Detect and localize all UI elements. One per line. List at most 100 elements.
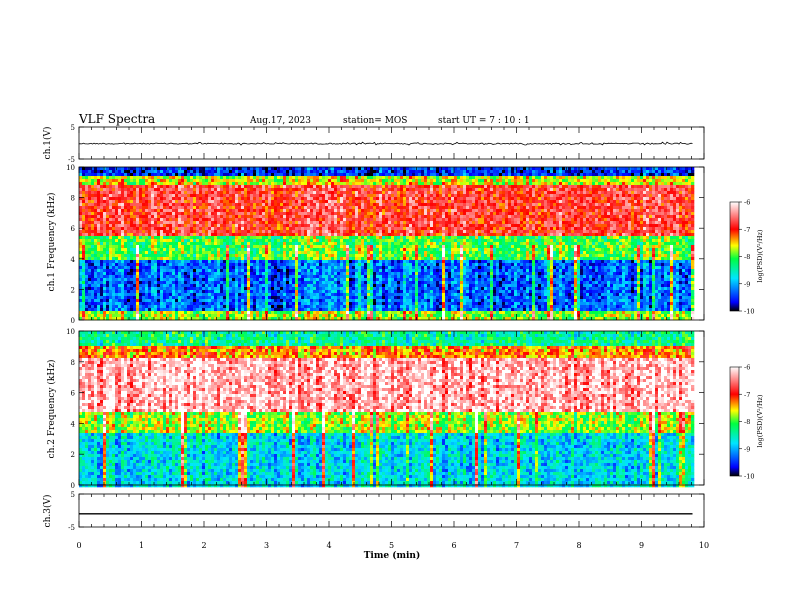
spectrogram-cell [259,266,263,270]
spectrogram-cell [274,290,278,294]
spectrogram-cell [88,254,92,258]
spectrogram-cell [139,230,143,234]
spectrogram-cell [340,239,344,243]
spectrogram-cell [202,257,206,261]
spectrogram-cell [148,257,152,261]
spectrogram-cell [331,233,335,237]
spectrogram-cell [178,275,182,279]
spectrogram-cell [208,272,212,276]
spectrogram-cell [355,197,359,201]
spectrogram-cell [208,197,212,201]
spectrogram-cell [223,167,227,171]
spectrogram-cell [124,227,128,231]
spectrogram-cell [145,185,149,189]
spectrogram-cell [91,293,95,297]
spectrogram-cell [277,269,281,273]
spectrogram-cell [217,245,221,249]
spectrogram-cell [181,236,185,240]
spectrogram-cell [346,233,350,237]
spectrogram-cell [133,317,137,321]
spectrogram-cell [316,212,320,216]
spectrogram-cell [316,278,320,282]
spectrogram-cell [280,317,284,321]
spectrogram-cell [199,194,203,198]
spectrogram-cell [364,176,368,180]
spectrogram-cell [136,242,140,246]
spectrogram-cell [364,212,368,216]
spectrogram-cell [187,194,191,198]
spectrogram-cell [151,269,155,273]
spectrogram-cell [112,302,116,306]
spectrogram-cell [265,311,269,315]
spectrogram-cell [292,293,296,297]
spectrogram-cell [208,311,212,315]
spectrogram-cell [211,173,215,177]
spectrogram-cell [148,314,152,318]
spectrogram-cell [199,227,203,231]
spectrogram-cell [346,257,350,261]
spectrogram-cell [253,188,257,192]
spectrogram-cell [310,185,314,189]
spectrogram-cell [100,236,104,240]
spectrogram-cell [199,263,203,267]
spectrogram-cell [271,293,275,297]
spectrogram-cell [163,302,167,306]
spectrogram-cell [286,239,290,243]
spectrogram-cell [169,269,173,273]
spectrogram-cell [292,290,296,294]
spectrogram-cell [181,263,185,267]
spectrogram-cell [208,239,212,243]
spectrogram-cell [238,248,242,252]
spectrogram-cell [103,275,107,279]
spectrogram-cell [244,251,248,255]
spectrogram-cell [343,197,347,201]
spectrogram-cell [250,212,254,216]
spectrogram-cell [328,167,332,171]
spectrogram-cell [145,200,149,204]
spectrogram-cell [124,269,128,273]
spectrogram-cell [262,242,266,246]
spectrogram-cell [115,170,119,174]
spectrogram-cell [88,215,92,219]
spectrogram-cell [346,203,350,207]
spectrogram-cell [199,305,203,309]
spectrogram-cell [286,272,290,276]
spectrogram-cell [124,170,128,174]
spectrogram-cell [232,200,236,204]
spectrogram-cell [220,314,224,318]
spectrogram-cell [130,185,134,189]
spectrogram-cell [277,311,281,315]
spectrogram-cell [244,173,248,177]
spectrogram-cell [190,182,194,186]
spectrogram-cell [172,257,176,261]
spectrogram-cell [250,266,254,270]
spectrogram-cell [262,314,266,318]
spectrogram-cell [217,215,221,219]
spectrogram-cell [124,194,128,198]
spectrogram-cell [151,308,155,312]
spectrogram-cell [256,176,260,180]
spectrogram-cell [85,242,89,246]
spectrogram-cell [265,302,269,306]
spectrogram-cell [268,284,272,288]
spectrogram-cell [175,167,179,171]
spectrogram-cell [283,308,287,312]
spectrogram-cell [346,299,350,303]
spectrogram-cell [235,167,239,171]
spectrogram-cell [355,239,359,243]
spectrogram-cell [289,308,293,312]
spectrogram-cell [121,236,125,240]
spectrogram-cell [223,179,227,183]
spectrogram-cell [268,200,272,204]
spectrogram-cell [133,203,137,207]
spectrogram-cell [316,233,320,237]
spectrogram-cell [313,293,317,297]
spectrogram-cell [358,287,362,291]
spectrogram-cell [262,206,266,210]
spectrogram-cell [298,236,302,240]
spectrogram-cell [286,260,290,264]
spectrogram-cell [172,194,176,198]
spectrogram-cell [187,239,191,243]
spectrogram-cell [286,221,290,225]
spectrogram-cell [340,248,344,252]
